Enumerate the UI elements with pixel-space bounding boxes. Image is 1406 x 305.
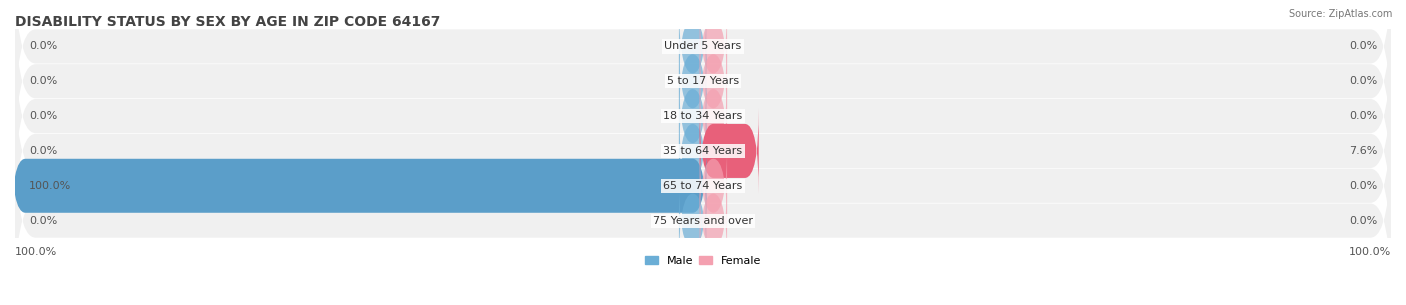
- Text: 0.0%: 0.0%: [28, 41, 58, 52]
- Text: 100.0%: 100.0%: [15, 247, 58, 257]
- Text: 35 to 64 Years: 35 to 64 Years: [664, 146, 742, 156]
- FancyBboxPatch shape: [700, 178, 727, 263]
- FancyBboxPatch shape: [15, 98, 1391, 273]
- FancyBboxPatch shape: [700, 143, 727, 228]
- Text: 75 Years and over: 75 Years and over: [652, 216, 754, 226]
- FancyBboxPatch shape: [15, 0, 1391, 134]
- Text: 0.0%: 0.0%: [28, 216, 58, 226]
- Text: 100.0%: 100.0%: [28, 181, 72, 191]
- Text: 7.6%: 7.6%: [1348, 146, 1378, 156]
- Text: 0.0%: 0.0%: [1348, 181, 1378, 191]
- Text: Under 5 Years: Under 5 Years: [665, 41, 741, 52]
- Text: 5 to 17 Years: 5 to 17 Years: [666, 76, 740, 86]
- FancyBboxPatch shape: [15, 63, 1391, 239]
- Text: 0.0%: 0.0%: [28, 76, 58, 86]
- FancyBboxPatch shape: [15, 29, 1391, 203]
- Text: 0.0%: 0.0%: [28, 146, 58, 156]
- FancyBboxPatch shape: [679, 178, 706, 263]
- FancyBboxPatch shape: [700, 4, 727, 89]
- Text: 0.0%: 0.0%: [1348, 111, 1378, 121]
- Text: Source: ZipAtlas.com: Source: ZipAtlas.com: [1288, 9, 1392, 19]
- FancyBboxPatch shape: [679, 38, 706, 124]
- Legend: Male, Female: Male, Female: [640, 251, 766, 270]
- FancyBboxPatch shape: [679, 4, 706, 89]
- Text: 0.0%: 0.0%: [1348, 76, 1378, 86]
- Text: 65 to 74 Years: 65 to 74 Years: [664, 181, 742, 191]
- FancyBboxPatch shape: [700, 108, 759, 194]
- FancyBboxPatch shape: [15, 0, 1391, 169]
- FancyBboxPatch shape: [679, 108, 706, 194]
- FancyBboxPatch shape: [679, 74, 706, 159]
- Text: 0.0%: 0.0%: [1348, 41, 1378, 52]
- Text: 18 to 34 Years: 18 to 34 Years: [664, 111, 742, 121]
- FancyBboxPatch shape: [11, 143, 706, 228]
- Text: 0.0%: 0.0%: [28, 111, 58, 121]
- FancyBboxPatch shape: [700, 38, 727, 124]
- Text: 0.0%: 0.0%: [1348, 216, 1378, 226]
- Text: DISABILITY STATUS BY SEX BY AGE IN ZIP CODE 64167: DISABILITY STATUS BY SEX BY AGE IN ZIP C…: [15, 15, 440, 29]
- FancyBboxPatch shape: [700, 74, 727, 159]
- Text: 100.0%: 100.0%: [1348, 247, 1391, 257]
- FancyBboxPatch shape: [15, 133, 1391, 305]
